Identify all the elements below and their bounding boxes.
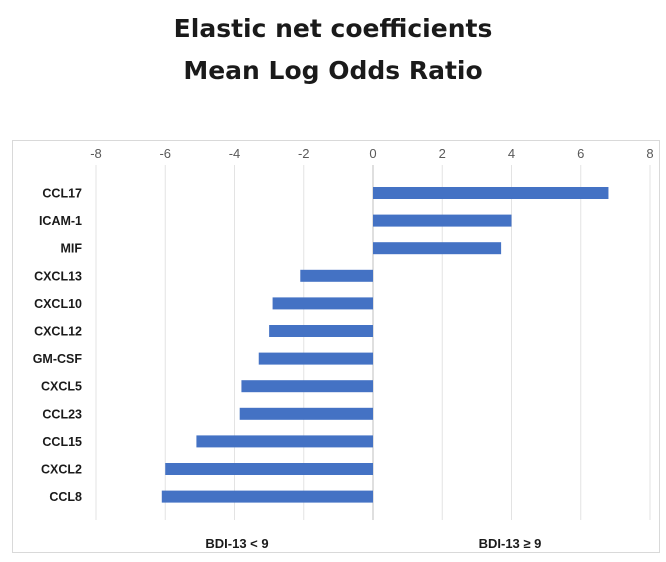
category-label: CCL17 bbox=[42, 187, 82, 201]
x-tick-label: 6 bbox=[577, 146, 584, 161]
x-tick-label: 8 bbox=[646, 146, 653, 161]
bar-ccl8 bbox=[161, 490, 373, 503]
plot-frame bbox=[12, 140, 660, 553]
chart-title: Elastic net coefficients bbox=[173, 14, 493, 43]
x-tick-label: 2 bbox=[439, 146, 446, 161]
category-label: MIF bbox=[60, 242, 82, 256]
bar-cxcl13 bbox=[300, 269, 373, 282]
bar-ccl23 bbox=[239, 407, 373, 420]
x-tick-label: 0 bbox=[369, 146, 376, 161]
bar-cxcl12 bbox=[269, 325, 373, 337]
annotation-left: BDI-13 < 9 bbox=[205, 536, 268, 551]
chart-title-block: Elastic net coefficients Mean Log Odds R… bbox=[0, 8, 666, 92]
bar-ccl15 bbox=[196, 435, 373, 448]
category-label: CXCL12 bbox=[34, 325, 82, 339]
bar-icam-1 bbox=[373, 214, 512, 227]
bar-cxcl5 bbox=[241, 380, 373, 393]
x-tick-label: -8 bbox=[90, 146, 102, 161]
category-label: CCL23 bbox=[42, 407, 82, 421]
category-label: CCL8 bbox=[49, 490, 82, 504]
category-label: CXCL2 bbox=[41, 463, 82, 477]
x-tick-label: -6 bbox=[159, 146, 171, 161]
bar-ccl17 bbox=[373, 187, 609, 199]
x-tick-label: -4 bbox=[229, 146, 241, 161]
bar-cxcl2 bbox=[165, 463, 373, 475]
bar-gm-csf bbox=[258, 352, 373, 365]
category-label: CXCL13 bbox=[34, 269, 82, 283]
annotation-right: BDI-13 ≥ 9 bbox=[479, 536, 542, 551]
chart-subtitle: Mean Log Odds Ratio bbox=[183, 56, 483, 85]
category-label: ICAM-1 bbox=[39, 214, 82, 228]
bar-mif bbox=[373, 242, 502, 255]
category-label: GM-CSF bbox=[33, 352, 83, 366]
category-label: CCL15 bbox=[42, 435, 82, 449]
x-tick-label: 4 bbox=[508, 146, 515, 161]
category-label: CXCL5 bbox=[41, 380, 82, 394]
category-label: CXCL10 bbox=[34, 297, 82, 311]
bar-cxcl10 bbox=[272, 297, 373, 310]
x-tick-label: -2 bbox=[298, 146, 310, 161]
